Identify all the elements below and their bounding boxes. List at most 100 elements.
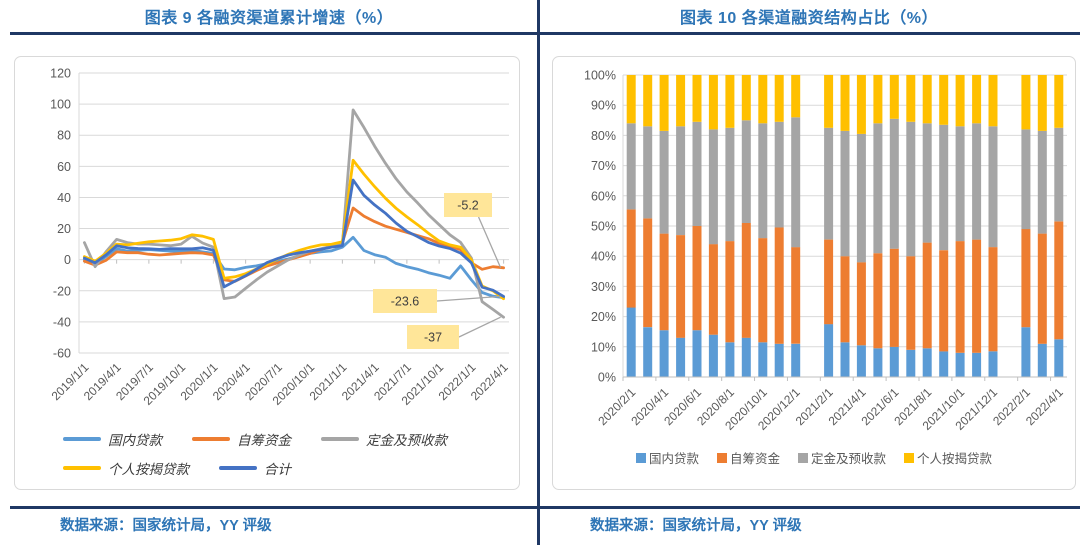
bar-segment xyxy=(906,349,916,377)
bar-segment xyxy=(758,342,768,377)
bar-segment xyxy=(988,351,998,377)
bar-segment xyxy=(840,256,850,343)
y-tick-label: -40 xyxy=(53,315,71,329)
bar-segment xyxy=(840,75,850,131)
legend-item: 国内贷款 xyxy=(635,448,699,467)
bar-stacks xyxy=(626,75,1064,378)
y-tick-label: 40 xyxy=(57,191,71,205)
bar-chart-legend: 国内贷款 自筹资金 定金及预收款 个人按揭贷款 xyxy=(553,448,1075,467)
bar-segment xyxy=(708,244,718,335)
bar-segment xyxy=(725,241,735,343)
line-chart-svg: -60 -40 -20 0 20 40 60 80 100 120 2019/1/12019/4/1… xyxy=(49,67,511,408)
y-tick-label: 70% xyxy=(591,159,616,173)
legend-label: 自筹资金 xyxy=(237,433,291,448)
bar-segment xyxy=(708,129,718,245)
bar-segment xyxy=(972,123,982,240)
bar-segment xyxy=(972,239,982,353)
y-tick-label: 20% xyxy=(591,310,616,324)
legend-label: 国内贷款 xyxy=(648,452,699,466)
legend-line-swatch xyxy=(321,437,359,441)
bar-segment xyxy=(741,337,751,377)
panel-divider xyxy=(537,0,540,545)
y-tick-label: 100 xyxy=(50,98,71,112)
bar-segment xyxy=(1054,75,1064,128)
bar-segment xyxy=(906,256,916,350)
bar-segment xyxy=(856,345,866,377)
bar-segment xyxy=(906,75,916,122)
bar-segment xyxy=(758,238,768,343)
bar-segment xyxy=(676,337,686,377)
left-title-rule xyxy=(10,32,538,35)
bar-segment xyxy=(856,262,866,346)
bar-segment xyxy=(725,75,735,128)
bar-segment xyxy=(1021,75,1031,130)
annotation-label-1: -23.6 xyxy=(391,295,420,309)
bar-segment xyxy=(922,123,932,243)
bar-segment xyxy=(725,342,735,377)
legend-item: 国内贷款 xyxy=(63,429,162,449)
bar-segment xyxy=(972,75,982,124)
bar-segment xyxy=(824,239,834,325)
bar-segment xyxy=(626,123,636,210)
bar-segment xyxy=(774,121,784,228)
legend-item: 自筹资金 xyxy=(192,429,291,449)
y-tick-label: -20 xyxy=(53,284,71,298)
legend-item: 定金及预收款 xyxy=(321,429,447,449)
bar-segment xyxy=(791,247,801,344)
bar-segment xyxy=(939,250,949,352)
bar-segment xyxy=(955,75,965,127)
bar-segment xyxy=(873,123,883,254)
legend-label: 国内贷款 xyxy=(108,433,162,448)
right-title-rule xyxy=(538,32,1080,35)
bar-segment xyxy=(824,75,834,128)
annotation-label-2: -37 xyxy=(424,331,442,345)
bar-segment xyxy=(939,351,949,377)
bar-segment xyxy=(626,75,636,124)
bar-segment xyxy=(741,120,751,223)
legend-item: 合计 xyxy=(219,458,291,478)
bar-segment xyxy=(1037,130,1047,234)
bar-segment xyxy=(955,241,965,353)
bar-segment xyxy=(1054,127,1064,222)
bar-segment xyxy=(972,352,982,377)
bar-chart-box: 0% 10% 20% 30% 40% 50% 60% 70% 80% 90% 100% 2020/2/… xyxy=(552,56,1076,490)
bar-segment xyxy=(1037,75,1047,131)
left-source-text: 数据来源：国家统计局，YY 评级 xyxy=(60,518,272,534)
y-tick-label: 90% xyxy=(591,99,616,113)
bar-segment xyxy=(873,253,883,349)
legend-line-swatch xyxy=(63,466,101,470)
y-tick-label: 30% xyxy=(591,280,616,294)
bar-segment xyxy=(774,227,784,344)
bar-segment xyxy=(725,127,735,242)
legend-label: 个人按揭贷款 xyxy=(917,452,993,466)
y-tick-label: 60 xyxy=(57,160,71,174)
bar-segment xyxy=(889,75,899,119)
right-footer-rule xyxy=(538,506,1080,509)
bar-segment xyxy=(692,226,702,331)
bar-segment xyxy=(906,121,916,257)
line-x-labels: 2019/1/12019/4/12019/7/12019/10/12020/1/… xyxy=(49,360,511,408)
bar-segment xyxy=(1021,129,1031,230)
bar-segment xyxy=(791,117,801,248)
legend-line-swatch xyxy=(63,437,101,441)
bar-segment xyxy=(659,233,669,331)
bar-segment xyxy=(889,248,899,347)
bar-segment xyxy=(692,75,702,122)
legend-label: 定金及预收款 xyxy=(811,452,887,466)
bar-segment xyxy=(988,126,998,248)
left-footer-rule xyxy=(10,506,538,509)
line-series-2 xyxy=(83,108,506,319)
annotation-box-2 xyxy=(407,325,459,349)
bar-segment xyxy=(1021,327,1031,377)
bar-segment xyxy=(1037,343,1047,377)
bar-segment xyxy=(692,121,702,226)
legend-label: 合计 xyxy=(264,462,291,477)
y-tick-label: 10% xyxy=(591,340,616,354)
bar-chart-svg: 0% 10% 20% 30% 40% 50% 60% 70% 80% 90% 100% 2020/2/… xyxy=(584,69,1067,433)
bar-segment xyxy=(708,75,718,130)
bar-segment xyxy=(643,126,653,219)
legend-label: 自筹资金 xyxy=(729,452,780,466)
bar-segment xyxy=(939,75,949,125)
bar-x-labels: 2020/2/12020/4/12020/6/12020/8/12020/10/… xyxy=(595,385,1066,433)
bar-segment xyxy=(659,75,669,131)
